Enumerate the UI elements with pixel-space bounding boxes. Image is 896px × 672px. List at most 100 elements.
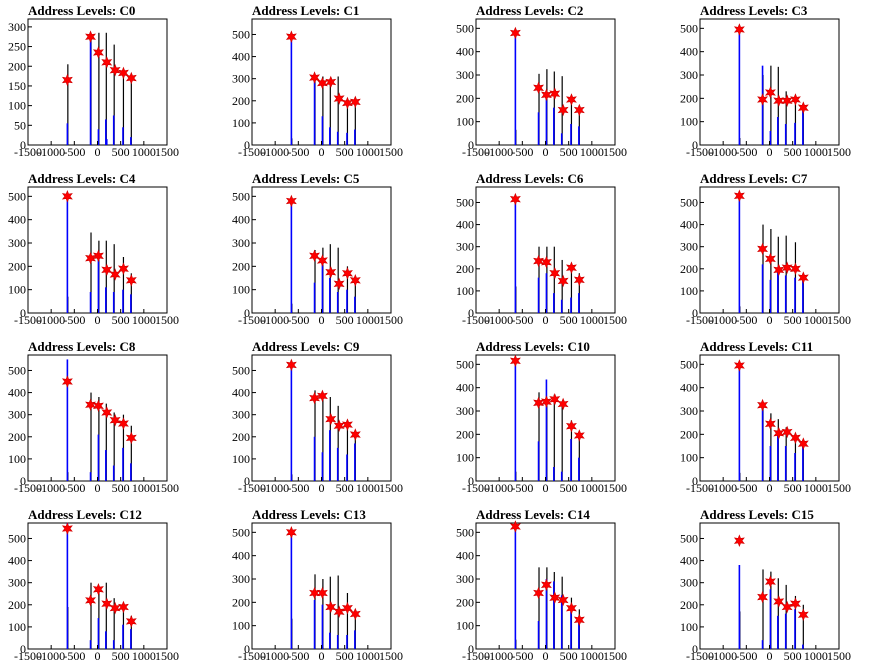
y-tick-label: 0 — [692, 474, 698, 488]
peak-star-marker — [309, 249, 321, 263]
peak-star-marker — [85, 594, 97, 607]
x-tick-label: 1500 — [827, 313, 851, 327]
chart-panel-9: Address Levels: C9 0 100 200 300 400 500 -1500-… — [224, 336, 448, 504]
y-tick-label: 200 — [8, 598, 26, 612]
y-tick-label: 400 — [456, 549, 474, 563]
y-tick-label: 100 — [456, 284, 474, 298]
x-tick-label: 500 — [784, 313, 802, 327]
x-tick-label: 500 — [112, 481, 130, 495]
x-tick-label: 1500 — [603, 481, 627, 495]
x-tick-label: -1500 — [14, 649, 42, 663]
x-tick-label: 1500 — [827, 649, 851, 663]
y-tick-label: 250 — [8, 40, 26, 54]
x-tick-label: 1500 — [603, 313, 627, 327]
x-tick-label: -1500 — [14, 481, 42, 495]
chart-panel-5: Address Levels: C5 0 100 200 300 400 500 -1500-… — [224, 168, 448, 336]
peak-star-marker — [573, 103, 585, 117]
peak-star-marker — [85, 30, 97, 44]
plot-frame — [27, 354, 168, 482]
y-tick-label: 300 — [8, 20, 26, 34]
chart-svg: Address Levels: C70100200300400500-1500-… — [680, 171, 851, 327]
peak-star-marker — [781, 261, 793, 274]
x-tick-label: 500 — [336, 481, 354, 495]
peak-star-marker — [349, 428, 361, 441]
peak-star-marker — [509, 354, 521, 368]
y-tick-label: 100 — [8, 283, 26, 297]
chart-svg: Address Levels: C13 0 100 200 300 400 500 -1500… — [232, 507, 403, 663]
x-tick-label: 1500 — [603, 649, 627, 663]
x-tick-label: -1000 — [261, 481, 289, 495]
y-tick-label: 100 — [8, 452, 26, 466]
peak-star-marker — [341, 267, 353, 280]
y-tick-label: 0 — [20, 474, 26, 488]
x-tick-label: 1500 — [155, 145, 179, 159]
y-tick-label: 100 — [232, 619, 250, 633]
y-tick-label: 0 — [692, 642, 698, 656]
x-tick-label: 1500 — [155, 649, 179, 663]
x-tick-label: 1500 — [379, 649, 403, 663]
chart-title: Address Levels: C11 — [700, 339, 813, 354]
x-tick-label: 500 — [112, 313, 130, 327]
x-tick-label: -500 — [735, 145, 757, 159]
peak-star-marker — [733, 189, 745, 203]
peak-star-marker — [565, 93, 577, 106]
y-tick-label: 300 — [456, 240, 474, 254]
x-tick-label: 0 — [319, 481, 325, 495]
y-tick-label: 500 — [8, 531, 26, 545]
x-tick-label: -1000 — [709, 313, 737, 327]
peak-star-marker — [101, 597, 113, 610]
y-tick-label: 100 — [456, 115, 474, 129]
y-tick-label: 400 — [456, 218, 474, 232]
x-tick-label: -500 — [511, 649, 533, 663]
y-tick-label: 200 — [680, 427, 698, 441]
x-tick-label: -500 — [511, 481, 533, 495]
peak-star-marker — [349, 607, 361, 621]
peak-star-marker — [325, 75, 337, 89]
chart-panel-8: Address Levels: C8 0 100 200 300 400 500 -1500-… — [0, 336, 224, 504]
x-tick-label: -500 — [287, 649, 309, 663]
peak-star-marker — [573, 613, 585, 627]
y-tick-label: 500 — [232, 525, 250, 539]
y-tick-label: 100 — [680, 284, 698, 298]
peak-star-marker — [757, 590, 769, 604]
y-tick-label: 200 — [456, 262, 474, 276]
chart-panel-13: Address Levels: C13 0 100 200 300 400 500 -1500… — [224, 504, 448, 672]
y-tick-label: 100 — [680, 451, 698, 465]
x-tick-label: 0 — [95, 145, 101, 159]
x-tick-label: 1500 — [827, 145, 851, 159]
chart-svg: Address Levels: C30100200300400500-1500-… — [680, 3, 851, 159]
x-tick-label: -1500 — [238, 313, 266, 327]
x-tick-label: 1000 — [804, 649, 828, 663]
peak-star-marker — [341, 601, 353, 615]
plot-frame — [251, 522, 392, 650]
x-tick-label: -500 — [735, 481, 757, 495]
x-tick-label: 1000 — [132, 313, 156, 327]
x-tick-label: -1000 — [485, 649, 513, 663]
peak-star-marker — [733, 23, 745, 36]
peak-star-marker — [533, 586, 545, 600]
chart-svg: Address Levels: C40100200300400500-1500-… — [8, 171, 179, 327]
x-tick-label: 1500 — [379, 481, 403, 495]
x-tick-label: -1000 — [37, 145, 65, 159]
plot-frame — [475, 18, 616, 146]
y-tick-label: 400 — [680, 381, 698, 395]
x-tick-label: 0 — [95, 313, 101, 327]
y-tick-label: 400 — [680, 554, 698, 568]
y-tick-label: 0 — [20, 138, 26, 152]
peak-star-marker — [109, 413, 121, 427]
y-tick-label: 0 — [244, 642, 250, 656]
peak-star-marker — [325, 600, 337, 614]
chart-title: Address Levels: C3 — [700, 3, 808, 18]
y-tick-label: 200 — [232, 94, 250, 108]
peak-star-marker — [757, 398, 769, 412]
y-tick-label: 200 — [8, 259, 26, 273]
y-tick-label: 400 — [8, 386, 26, 400]
plot-frame — [475, 354, 616, 482]
x-tick-label: 0 — [767, 649, 773, 663]
plot-frame — [251, 186, 392, 314]
chart-panel-0: Address Levels: C0 0 50 100 150 200 250 300 -150… — [0, 0, 224, 168]
y-tick-label: 400 — [680, 45, 698, 59]
peak-star-marker — [540, 255, 552, 269]
x-tick-label: 0 — [319, 313, 325, 327]
peak-star-marker — [316, 389, 328, 403]
